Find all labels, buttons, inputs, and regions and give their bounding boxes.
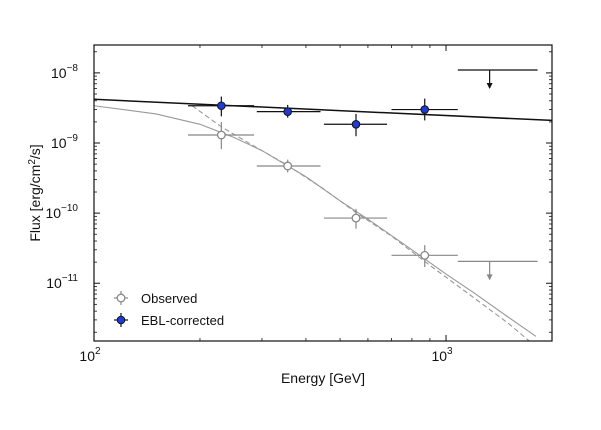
observed-marker-2: [283, 161, 293, 171]
observed-upper-limit-1: [457, 260, 538, 281]
ebl-corrected-marker-1: [217, 101, 226, 111]
legend-observed-label: Observed: [141, 291, 197, 306]
x-axis-label: Energy [GeV]: [281, 370, 365, 386]
model-curve-3: [191, 105, 531, 341]
legend-item-observed: Observed: [114, 291, 197, 306]
ebl-corrected-point-1: [188, 96, 255, 117]
legend: Observed EBL-corrected: [114, 291, 224, 328]
observed-point-1: [188, 121, 255, 150]
observed-ul-arrowhead-1: [486, 274, 493, 281]
observed-point-3: [323, 208, 388, 229]
x-tick-label-1: 102: [79, 346, 101, 364]
observed-marker-4: [420, 250, 430, 260]
ebl-corrected-marker-3: [351, 119, 361, 129]
observed-point-4: [391, 245, 458, 268]
ebl-corrected-marker-2: [283, 107, 292, 116]
y-tick-label-4: 10−11: [46, 273, 78, 291]
legend-ebl-marker: [116, 315, 126, 325]
legend-observed-marker: [116, 293, 126, 303]
observed-marker-1: [216, 130, 226, 140]
observed-marker-3: [351, 213, 361, 223]
model-curve-2: [94, 105, 537, 337]
ebl-corrected-upper-limit-1: [457, 69, 538, 89]
legend-item-ebl-corrected: EBL-corrected: [114, 313, 224, 328]
y-tick-label-2: 10−9: [51, 133, 78, 151]
y-tick-label-3: 10−10: [45, 203, 78, 221]
x-tick-label-2: 103: [431, 346, 453, 364]
observed-point-2: [256, 159, 321, 173]
ebl-corrected-point-2: [256, 104, 321, 118]
y-tick-label-1: 10−8: [51, 63, 78, 81]
model-curves: [94, 98, 552, 341]
ebl-corrected-ul-arrowhead-1: [486, 82, 493, 89]
data-points: [188, 69, 538, 281]
axis-ticks: 10−8 10−9 10−10 10−11 102 103: [45, 45, 553, 364]
model-curve-1: [94, 98, 552, 122]
ebl-corrected-point-3: [323, 113, 388, 137]
legend-ebl-label: EBL-corrected: [141, 313, 224, 328]
ebl-corrected-marker-4: [420, 105, 430, 114]
ebl-corrected-point-4: [391, 98, 458, 121]
y-axis-label: Flux [erg/cm2/s]: [27, 144, 43, 241]
plot-frame: [93, 44, 553, 342]
